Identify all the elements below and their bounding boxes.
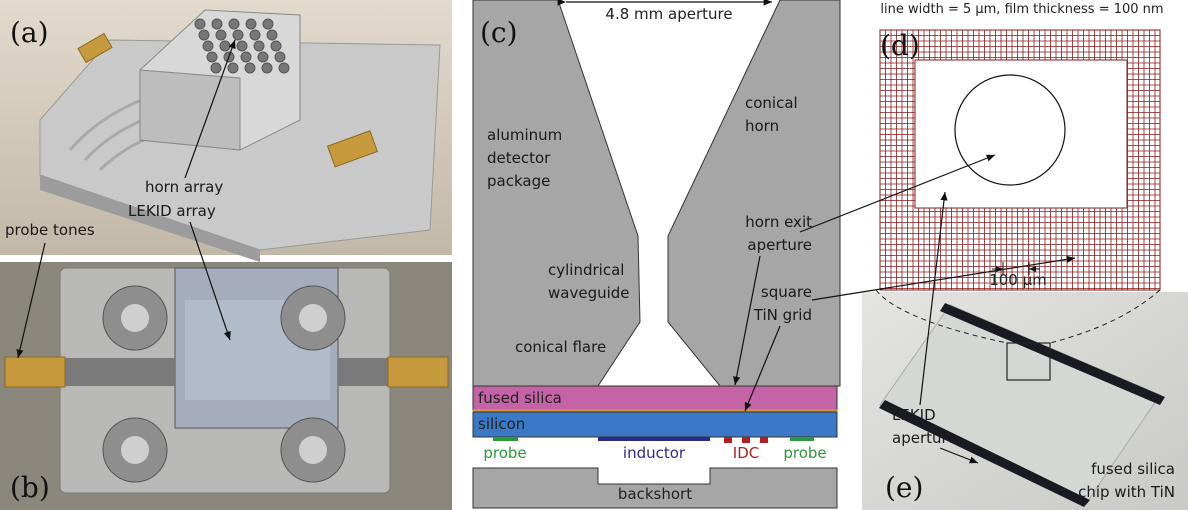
panel-label: (b) xyxy=(10,471,50,504)
annotation: probe tones xyxy=(5,221,95,239)
horn-hole xyxy=(245,63,255,73)
annotation: horn array xyxy=(145,178,223,196)
element-label: inductor xyxy=(623,444,686,462)
element-label: probe xyxy=(483,444,526,462)
horn-hole xyxy=(211,63,221,73)
horn-hole xyxy=(216,30,226,40)
horn-hole xyxy=(212,19,222,29)
horn-hole xyxy=(228,63,238,73)
layer-label: fused silica xyxy=(478,389,562,407)
panel-label: (c) xyxy=(480,16,518,49)
annotation: LEKID xyxy=(892,406,936,424)
horn-hole xyxy=(246,19,256,29)
horn-hole xyxy=(220,41,230,51)
horn-hole xyxy=(199,30,209,40)
horn-hole xyxy=(263,19,273,29)
horn-hole xyxy=(250,30,260,40)
annotation: chip with TiN xyxy=(1078,483,1175,501)
layer-label: silicon xyxy=(478,415,525,433)
horn-hole xyxy=(233,30,243,40)
horn-hole xyxy=(254,41,264,51)
horn-hole xyxy=(258,52,268,62)
annotation: horn exit xyxy=(745,213,812,231)
horn-hole xyxy=(262,63,272,73)
annotation: waveguide xyxy=(548,284,630,302)
annotation: TiN grid xyxy=(753,306,812,324)
annotation: LEKID array xyxy=(128,202,216,220)
annotation: detector xyxy=(487,149,551,167)
panel-label: (d) xyxy=(880,29,920,62)
horn-hole xyxy=(267,30,277,40)
annotation: conical xyxy=(745,94,798,112)
horn-hole xyxy=(203,41,213,51)
annotation: aperture xyxy=(892,429,957,447)
element-label: IDC xyxy=(733,444,759,462)
annotation: aperture xyxy=(747,236,812,254)
horn-hole xyxy=(275,52,285,62)
horn-hole xyxy=(279,63,289,73)
horn-hole xyxy=(229,19,239,29)
figure: (a) horn array probe tones LEKID array (… xyxy=(0,0,1188,510)
horn-hole xyxy=(271,41,281,51)
annotation: square xyxy=(761,283,812,301)
annotation: package xyxy=(487,172,550,190)
panel-label: (a) xyxy=(10,16,49,49)
annotation: cylindrical xyxy=(548,261,624,279)
horn-hole xyxy=(237,41,247,51)
element-label: probe xyxy=(783,444,826,462)
horn-hole xyxy=(207,52,217,62)
panel-label: (e) xyxy=(885,471,923,504)
annotation: fused silica xyxy=(1091,460,1175,478)
annotation: conical flare xyxy=(515,338,606,356)
grid-d xyxy=(880,30,1160,290)
annotation: aluminum xyxy=(487,126,562,144)
horn-hole xyxy=(241,52,251,62)
backshort-label: backshort xyxy=(618,485,692,503)
horn-hole xyxy=(195,19,205,29)
annotation: horn xyxy=(745,117,779,135)
photo-b xyxy=(0,262,452,510)
scale-label: 100 μm xyxy=(989,271,1047,289)
diagram-c xyxy=(473,0,840,508)
caption: line width = 5 μm, film thickness = 100 … xyxy=(880,2,1163,17)
aperture-label: 4.8 mm aperture xyxy=(605,5,732,23)
